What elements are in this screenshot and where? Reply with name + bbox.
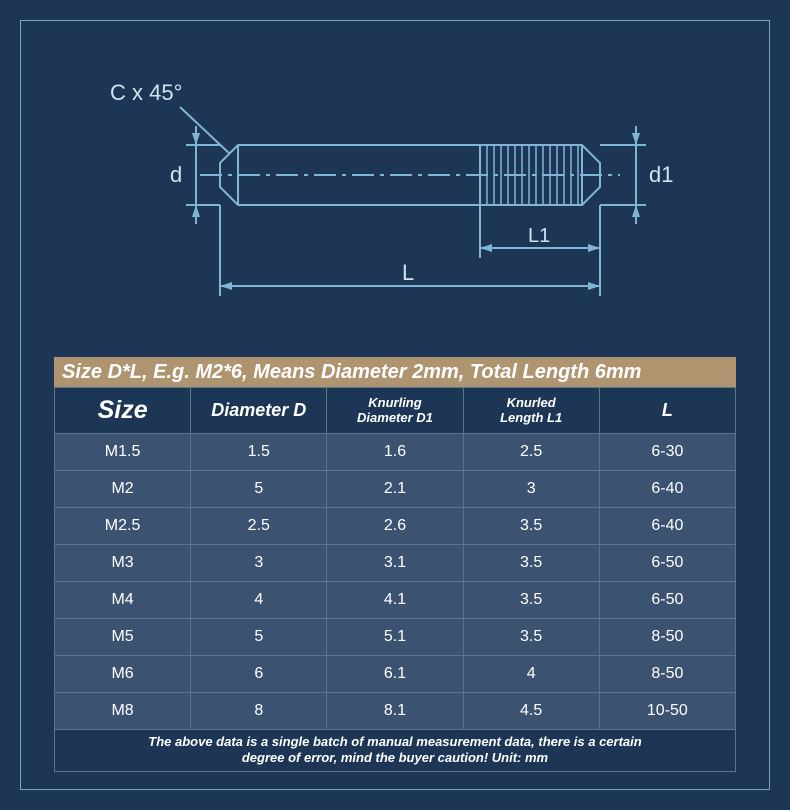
col-header-l1-line2: Length L1: [468, 411, 595, 426]
cell-d: 5: [191, 471, 327, 508]
col-header-d1: Knurling Diameter D1: [327, 388, 463, 434]
table-row: M333.13.56-50: [55, 545, 736, 582]
label-L1: L1: [528, 225, 550, 247]
cell-d1: 4.1: [327, 582, 463, 619]
col-header-size: Size: [55, 388, 191, 434]
cell-L: 8-50: [599, 656, 735, 693]
spec-table: Size Diameter D Knurling Diameter D1 Knu…: [54, 387, 736, 772]
col-header-L: L: [599, 388, 735, 434]
cell-d: 8: [191, 693, 327, 730]
col-header-d1-line1: Knurling: [331, 396, 458, 411]
cell-L: 10-50: [599, 693, 735, 730]
table-row: M555.13.58-50: [55, 619, 736, 656]
cell-d: 2.5: [191, 508, 327, 545]
cell-d: 6: [191, 656, 327, 693]
chamfer-leader: [180, 107, 230, 154]
cell-l1: 4.5: [463, 693, 599, 730]
cell-size: M5: [55, 619, 191, 656]
cell-d1: 3.1: [327, 545, 463, 582]
cell-L: 6-30: [599, 434, 735, 471]
table-row: M444.13.56-50: [55, 582, 736, 619]
label-d: d: [170, 162, 182, 187]
cell-d: 1.5: [191, 434, 327, 471]
label-chamfer: C x 45°: [110, 80, 182, 105]
cell-l1: 3.5: [463, 619, 599, 656]
cell-L: 6-40: [599, 471, 735, 508]
cell-size: M3: [55, 545, 191, 582]
col-header-d1-line2: Diameter D1: [331, 411, 458, 426]
cell-L: 6-50: [599, 545, 735, 582]
dim-d1: [600, 126, 646, 224]
spec-table-wrap: Size Diameter D Knurling Diameter D1 Knu…: [54, 387, 736, 772]
col-header-d: Diameter D: [191, 388, 327, 434]
cell-l1: 3.5: [463, 545, 599, 582]
cell-size: M4: [55, 582, 191, 619]
col-header-l1-line1: Knurled: [468, 396, 595, 411]
footnote-line2: degree of error, mind the buyer caution!…: [242, 750, 548, 765]
table-row: M888.14.510-50: [55, 693, 736, 730]
diagram-svg: C x 45° d d1 L1 L: [90, 60, 710, 340]
cell-l1: 3: [463, 471, 599, 508]
spec-table-body: M1.51.51.62.56-30M252.136-40M2.52.52.63.…: [55, 434, 736, 730]
cell-size: M8: [55, 693, 191, 730]
cell-size: M6: [55, 656, 191, 693]
cell-d: 5: [191, 619, 327, 656]
table-footnote: The above data is a single batch of manu…: [55, 730, 736, 772]
cell-d1: 2.6: [327, 508, 463, 545]
pin-diagram: C x 45° d d1 L1 L: [90, 60, 710, 340]
cell-d1: 8.1: [327, 693, 463, 730]
table-footnote-row: The above data is a single batch of manu…: [55, 730, 736, 772]
cell-size: M2.5: [55, 508, 191, 545]
table-row: M666.148-50: [55, 656, 736, 693]
cell-d1: 6.1: [327, 656, 463, 693]
cell-d1: 1.6: [327, 434, 463, 471]
cell-d1: 2.1: [327, 471, 463, 508]
cell-d: 3: [191, 545, 327, 582]
table-row: M2.52.52.63.56-40: [55, 508, 736, 545]
cell-l1: 2.5: [463, 434, 599, 471]
table-row: M1.51.51.62.56-30: [55, 434, 736, 471]
footnote-line1: The above data is a single batch of manu…: [148, 734, 641, 749]
cell-size: M2: [55, 471, 191, 508]
cell-d: 4: [191, 582, 327, 619]
table-row: M252.136-40: [55, 471, 736, 508]
table-header-row: Size Diameter D Knurling Diameter D1 Knu…: [55, 388, 736, 434]
cell-L: 6-40: [599, 508, 735, 545]
col-header-l1: Knurled Length L1: [463, 388, 599, 434]
cell-size: M1.5: [55, 434, 191, 471]
size-explainer-banner: Size D*L, E.g. M2*6, Means Diameter 2mm,…: [54, 357, 736, 387]
cell-d1: 5.1: [327, 619, 463, 656]
label-d1: d1: [649, 162, 673, 187]
label-L: L: [402, 260, 414, 285]
cell-L: 8-50: [599, 619, 735, 656]
cell-l1: 4: [463, 656, 599, 693]
cell-L: 6-50: [599, 582, 735, 619]
cell-l1: 3.5: [463, 508, 599, 545]
cell-l1: 3.5: [463, 582, 599, 619]
